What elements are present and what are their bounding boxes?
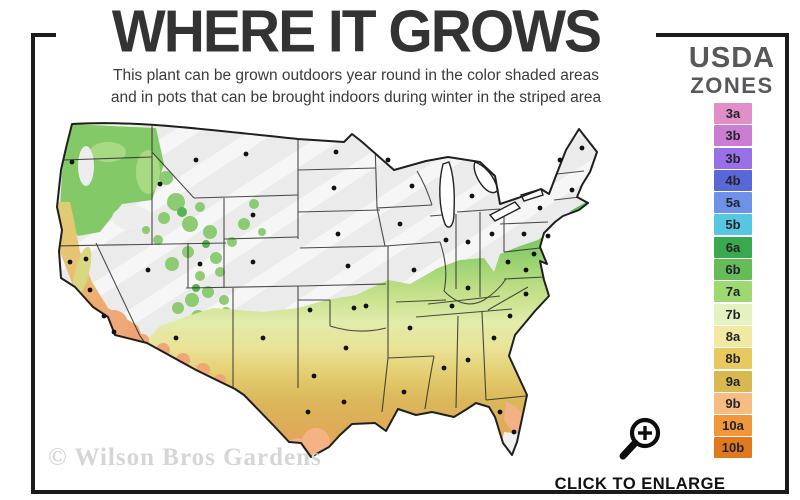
legend-zone-row: 8b (714, 348, 752, 370)
subtitle-line-2: and in pots that can be brought indoors … (110, 89, 602, 106)
us-outline (56, 122, 598, 458)
legend-zone-label: 6b (725, 262, 741, 278)
pacific-northwest-green (60, 124, 164, 236)
subtitle-line-1: This plant can be grown outdoors year ro… (113, 67, 599, 84)
legend-zone-row: 9a (714, 370, 752, 392)
subtitle: This plant can be grown outdoors year ro… (56, 65, 656, 109)
lake-huron (473, 161, 499, 194)
usda-zones-heading: USDA ZONES (672, 42, 792, 99)
enlarge-label[interactable]: CLICK TO ENLARGE (554, 475, 726, 493)
legend-zone-label: 6a (725, 239, 741, 255)
legend-zone-row: 7b (714, 303, 752, 325)
lake-erie (488, 201, 522, 222)
legend-zone-row: 10b (714, 437, 752, 459)
legend-zone-row: 5b (714, 214, 752, 236)
legend-zone-label: 5b (725, 217, 741, 233)
usda-heading-line2: ZONES (690, 73, 774, 98)
legend-zone-row: 5a (714, 192, 752, 214)
legend-zone-row: 10a (714, 415, 752, 437)
legend-zone-label: 9b (725, 395, 741, 411)
legend-zone-row: 7a (714, 281, 752, 303)
legend-zone-label: 4b (725, 172, 741, 188)
page-title: WHERE IT GROWS (111, 0, 602, 66)
south-florida-unshaded (502, 432, 520, 457)
legend-zone-label: 10a (722, 418, 744, 434)
legend-zone-label: 3b (725, 128, 741, 144)
legend-zone-row: 3a (714, 103, 752, 124)
legend-zone-label: 7a (725, 284, 741, 300)
legend-zone-label: 3b (725, 150, 741, 166)
state-borders (57, 126, 585, 413)
legend-zone-row: 9b (714, 392, 752, 414)
usda-heading-line1: USDA (688, 42, 776, 74)
legend-zone-label: 7b (725, 306, 741, 322)
legend-zone-row: 6b (714, 259, 752, 281)
legend-zone-label: 10b (721, 440, 745, 456)
city-dots (67, 145, 585, 435)
central-florida-peach (504, 402, 524, 434)
great-lakes (439, 161, 544, 228)
legend-zone-label: 8a (725, 328, 741, 344)
legend-zone-label: 8b (725, 351, 741, 367)
header: WHERE IT GROWS This plant can be grown o… (56, 0, 656, 106)
legend-zone-row: 3b (714, 125, 752, 147)
legend-zone-row: 6a (714, 236, 752, 258)
legend-zone-label: 9a (725, 373, 741, 389)
legend-zone-label: 3a (725, 106, 741, 121)
magnifier-plus-icon[interactable] (612, 412, 668, 468)
legend-zone-row: 8a (714, 325, 752, 347)
legend-zone-row: 4b (714, 169, 752, 191)
lake-michigan (439, 161, 455, 228)
us-zones-map[interactable] (48, 112, 678, 479)
enlarge-button[interactable]: CLICK TO ENLARGE (540, 412, 740, 494)
legend-zone-label: 5a (725, 195, 741, 211)
usda-zone-legend: 3a 3b 3b 4b 5a 5b 6a (714, 103, 754, 460)
legend-zone-row: 3b (714, 147, 752, 169)
south-texas-peach (302, 428, 330, 456)
watermark: © Wilson Bros Gardens (48, 444, 322, 471)
color-shaded-grow-area (143, 200, 597, 457)
